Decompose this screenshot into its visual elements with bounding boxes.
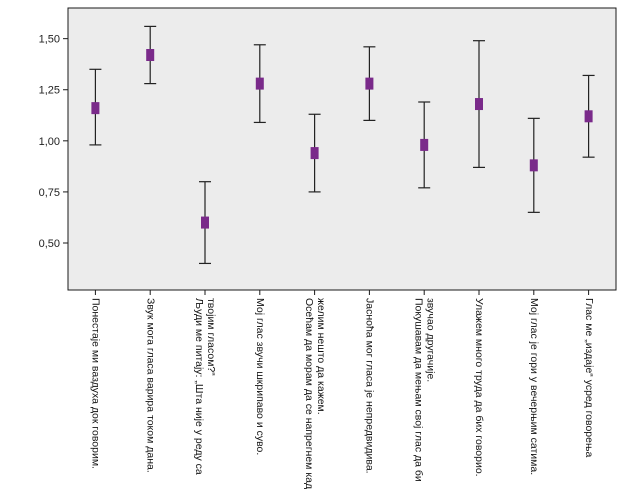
x-category-label: Звук мога гласа варира током дана. xyxy=(144,298,156,473)
x-category-label: Глас ме „издаје“ усред говорења xyxy=(583,298,595,458)
mean-marker xyxy=(310,147,319,160)
y-tick-label: 1,25 xyxy=(39,85,60,97)
x-category-label: Осећам да морам да се напрегнем кад xyxy=(303,298,315,489)
y-tick-label: 0,50 xyxy=(39,238,60,250)
x-category-label: Покушавам да мењам свој глас да би xyxy=(412,298,424,482)
x-category-label: звучао другачије. xyxy=(424,298,436,382)
x-category-label: Јасноћа мог гласа је непредвидива. xyxy=(364,298,376,474)
y-axis: 0,50 0,75 1,00 1,25 1,50 xyxy=(39,34,68,250)
mean-marker xyxy=(255,77,264,90)
y-tick-label: 1,50 xyxy=(39,34,60,46)
y-tick-label: 1,00 xyxy=(39,136,60,148)
mean-marker xyxy=(146,49,155,61)
mean-marker xyxy=(584,110,593,123)
error-bar-series xyxy=(89,25,595,265)
mean-marker xyxy=(365,77,374,90)
mean-marker xyxy=(420,138,429,151)
x-category-label: Улажем много труда да бих говорио. xyxy=(473,298,485,477)
x-category-label: Понестаје ми ваздуха док говорим. xyxy=(90,298,102,469)
mean-marker xyxy=(201,216,209,229)
x-category-label: твојим гласом?“ xyxy=(205,298,217,376)
x-category-label: желим нешто да кажем. xyxy=(315,298,327,415)
x-axis: Понестаје ми ваздуха док говорим. Звук мо… xyxy=(90,290,595,489)
x-category-label: Људи ме питају: „Шта није у реду са xyxy=(193,298,205,475)
y-tick-label: 0,75 xyxy=(39,187,60,199)
x-category-label: Мој глас звучи шкрипаво и суво. xyxy=(254,298,266,455)
mean-marker xyxy=(529,159,538,172)
mean-marker xyxy=(91,102,100,115)
mean-marker xyxy=(475,98,483,111)
x-category-label: Мој глас је гори у вечерњим сатима. xyxy=(528,298,540,475)
plot-area xyxy=(67,7,617,291)
